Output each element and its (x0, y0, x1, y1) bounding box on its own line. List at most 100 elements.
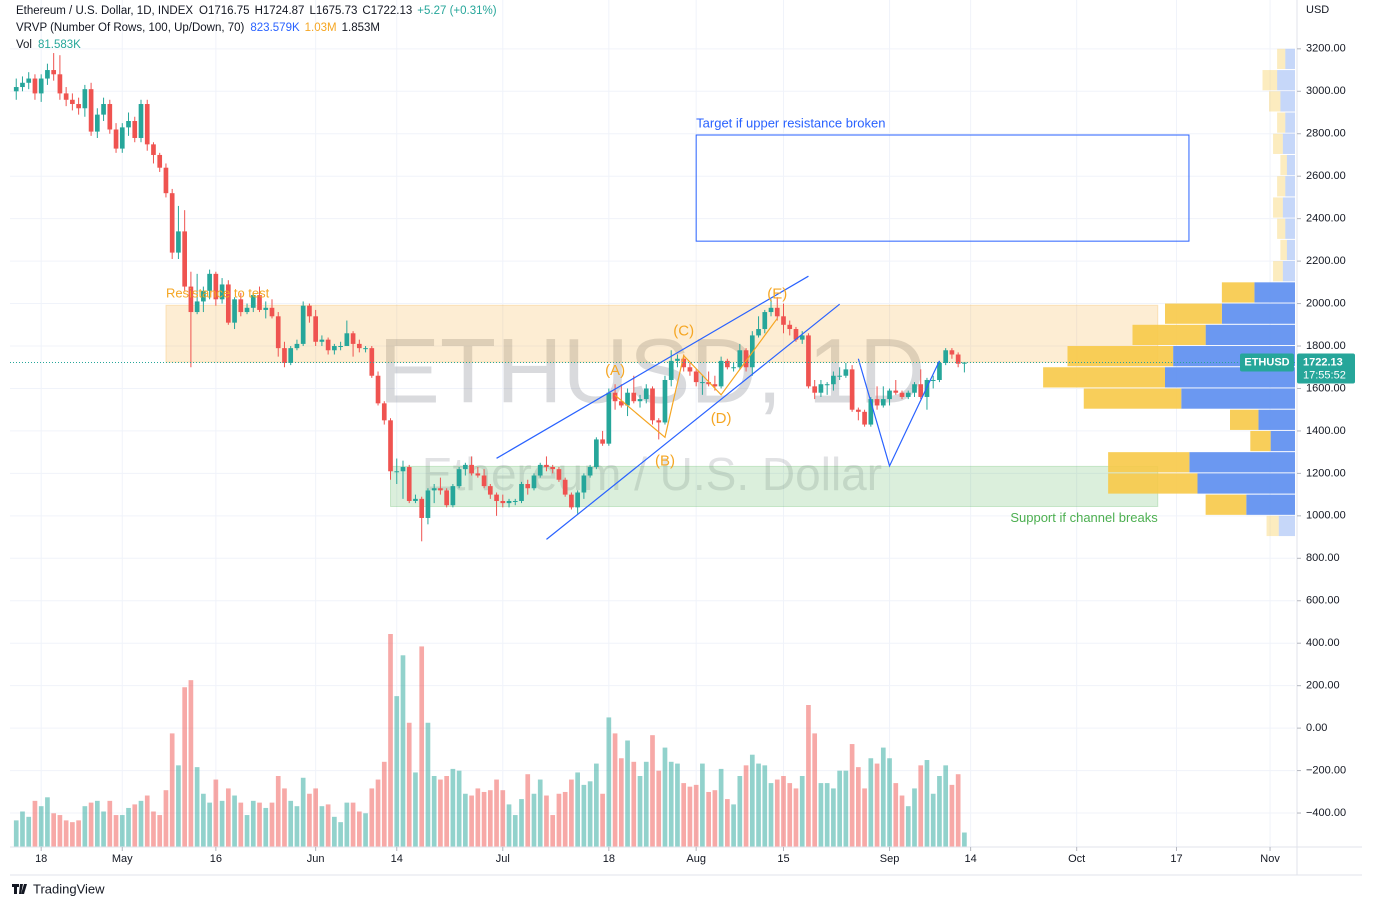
volume-bar (912, 788, 917, 847)
candle-body (456, 469, 462, 487)
volume-bar (843, 770, 849, 847)
candle-body (126, 121, 131, 128)
candle-body (537, 464, 543, 476)
legend-item: 81.583K (38, 39, 81, 51)
candle-body (244, 307, 250, 313)
candle-body (82, 89, 88, 109)
candle-body (169, 193, 175, 253)
zone-label: Support if channel breaks (1010, 510, 1158, 525)
candle-body (188, 286, 194, 313)
candle-body (612, 392, 618, 402)
legend-item: Ethereum / U.S. Dollar, 1D, INDEX (16, 5, 193, 17)
volume-bar (257, 802, 262, 847)
y-tick-label: 2000.00 (1306, 297, 1346, 309)
volume-bar (219, 800, 225, 847)
volume-bar (238, 802, 244, 847)
profile-up (1221, 303, 1295, 324)
volume-bar (94, 800, 100, 847)
candle-body (250, 295, 256, 308)
volume-bar (169, 733, 175, 847)
candle-body (219, 284, 225, 300)
candle-body (962, 362, 967, 364)
volume-bar (319, 806, 325, 847)
volume-bar (388, 634, 393, 847)
candle-body (275, 316, 281, 349)
candle-body (837, 375, 842, 377)
volume-bar (893, 783, 899, 847)
price-badge (1297, 353, 1355, 384)
candle-body (350, 333, 356, 344)
candle-body (138, 104, 144, 138)
volume-bar (263, 807, 269, 847)
y-tick-label: 1000.00 (1306, 510, 1346, 522)
candle-body (556, 469, 562, 480)
candle-body (631, 392, 637, 402)
y-tick-label: 1600.00 (1306, 382, 1346, 394)
candle-body (475, 473, 481, 476)
candle-body (856, 409, 861, 412)
candle-body (606, 392, 612, 444)
x-tick-label: Jul (496, 853, 510, 865)
volume-bar (712, 790, 718, 847)
volume-bar (475, 788, 481, 847)
candle-body (675, 358, 680, 361)
candle-body (263, 307, 269, 310)
volume-bar (107, 800, 113, 847)
volume-bar (494, 779, 499, 847)
volume-bar (600, 793, 605, 847)
volume-bar (450, 768, 456, 847)
volume-bar (718, 768, 724, 847)
profile-down (1273, 133, 1283, 154)
candle-body (731, 367, 736, 369)
volume-bar (756, 763, 761, 847)
volume-bar (618, 758, 624, 847)
volume-bar (481, 791, 487, 847)
candle-body (319, 339, 325, 342)
candle-body (94, 114, 100, 132)
volume-bar (381, 761, 387, 847)
volume-bar (51, 813, 57, 847)
profile-down (1043, 367, 1165, 388)
candle-body (151, 144, 156, 155)
profile-down (1273, 261, 1283, 282)
candle-body (531, 475, 537, 489)
candle-body (774, 307, 780, 317)
volume-bar (725, 799, 730, 847)
candle-body (594, 439, 599, 468)
volume-bar (943, 765, 949, 847)
volume-bar (587, 781, 593, 847)
legend-item: +5.27 (+0.31%) (417, 5, 496, 17)
volume-bar (668, 761, 674, 847)
candle-body (706, 382, 711, 385)
candle-body (38, 78, 44, 94)
x-tick-label: Oct (1068, 853, 1085, 865)
x-tick-label: 18 (603, 853, 615, 865)
volume-bar (406, 722, 412, 847)
profile-up (1280, 91, 1295, 112)
volume-bar (550, 815, 556, 847)
candle-body (943, 350, 949, 363)
volume-bar (76, 820, 81, 847)
logo-mark (12, 884, 23, 894)
candle-body (918, 384, 924, 397)
volume-bar (356, 811, 362, 847)
volume-bar (313, 788, 318, 847)
profile-down (1277, 48, 1286, 70)
y-tick-label: 400.00 (1306, 637, 1340, 649)
legend-item: 823.579K (250, 22, 300, 34)
x-tick-label: Sep (880, 853, 900, 865)
volume-bar (687, 786, 693, 847)
profile-down (1262, 70, 1278, 91)
candle-body (550, 467, 556, 470)
profile-up (1270, 430, 1295, 452)
legend-item: 1.853M (342, 22, 380, 34)
candle-body (643, 388, 649, 400)
candle-body (381, 403, 387, 421)
candle-body (725, 360, 730, 368)
profile-down (1277, 218, 1286, 239)
y-tick-label: 2400.00 (1306, 213, 1346, 225)
volume-bar (113, 815, 119, 847)
candle-body (562, 479, 568, 495)
volume-bar (512, 815, 518, 847)
candle-body (887, 390, 892, 400)
